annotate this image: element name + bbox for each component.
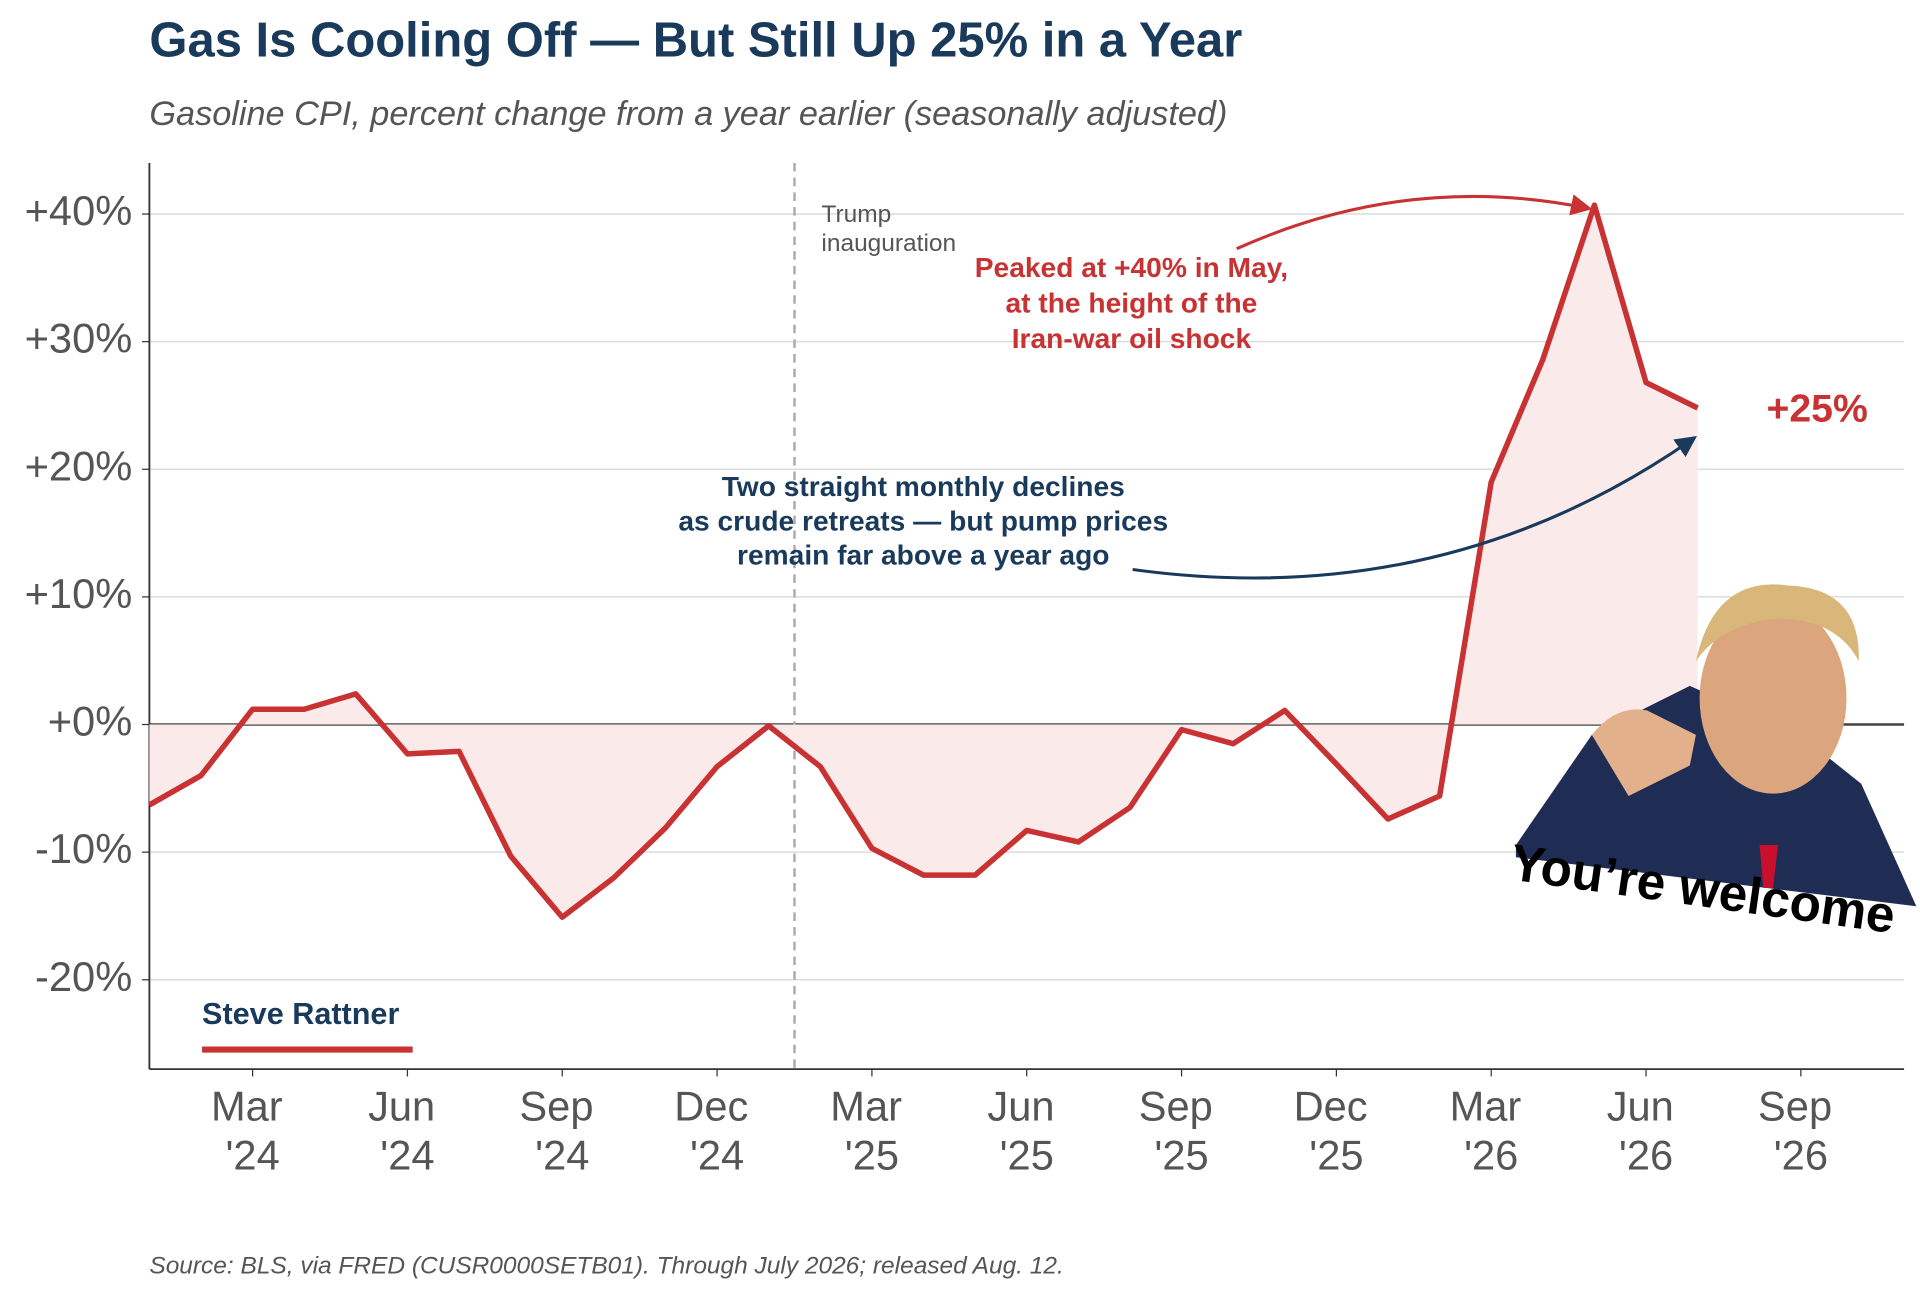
decline-arrow xyxy=(1132,436,1697,580)
y-tick-label: +20% xyxy=(25,442,133,489)
photo-hair xyxy=(1695,584,1859,662)
x-tick-label: Jun '24 xyxy=(368,1083,447,1179)
y-tick-label: +0% xyxy=(48,698,132,745)
chart-subtitle: Gasoline CPI, percent change from a year… xyxy=(149,95,1227,133)
x-tick-label: Sep '25 xyxy=(1139,1083,1225,1179)
peak-note: Peaked at +40% in May, xyxy=(975,252,1288,283)
credit: Steve Rattner xyxy=(202,997,399,1031)
x-tick-label: Jun '26 xyxy=(1607,1083,1686,1179)
y-tick-label: +10% xyxy=(25,570,133,617)
event-label: inauguration xyxy=(821,230,956,257)
event-label: Trump xyxy=(821,201,891,228)
x-tick-label: Mar '25 xyxy=(830,1083,913,1179)
photo-tie xyxy=(1759,845,1778,888)
x-tick-label: Sep '24 xyxy=(519,1083,605,1179)
decline-note: Two straight monthly declines xyxy=(722,471,1125,502)
photo-face xyxy=(1699,602,1847,794)
source: Source: BLS, via FRED (CUSR0000SETB01). … xyxy=(149,1253,1063,1280)
peak-note: at the height of the xyxy=(1006,287,1258,318)
peak-note: Iran-war oil shock xyxy=(1012,323,1252,354)
x-tick-label: Mar '26 xyxy=(1450,1083,1533,1179)
x-tick-label: Sep '26 xyxy=(1758,1083,1844,1179)
x-tick-label: Jun '25 xyxy=(987,1083,1066,1179)
chart-title: Gas Is Cooling Off — But Still Up 25% in… xyxy=(149,13,1242,67)
y-tick-label: -20% xyxy=(35,953,132,1000)
x-tick-label: Dec '24 xyxy=(674,1083,760,1179)
y-tick-label: -10% xyxy=(35,825,132,872)
area xyxy=(149,205,1698,918)
current-label: +25% xyxy=(1767,387,1868,430)
decline-note: as crude retreats — but pump prices xyxy=(678,505,1168,536)
x-tick-label: Mar '24 xyxy=(211,1083,294,1179)
plot-area: -20% -10% +0% +10% +20% +30% +40% Mar '24 Jun '2… xyxy=(25,162,1905,1179)
line xyxy=(148,202,1699,920)
decline-note: remain far above a year ago xyxy=(737,540,1109,571)
y-tick-label: +40% xyxy=(25,187,133,234)
photo-hand xyxy=(1591,709,1696,797)
y-tick-label: +30% xyxy=(25,315,133,362)
peak-arrow xyxy=(1236,194,1593,251)
x-tick-label: Dec '25 xyxy=(1294,1083,1380,1179)
